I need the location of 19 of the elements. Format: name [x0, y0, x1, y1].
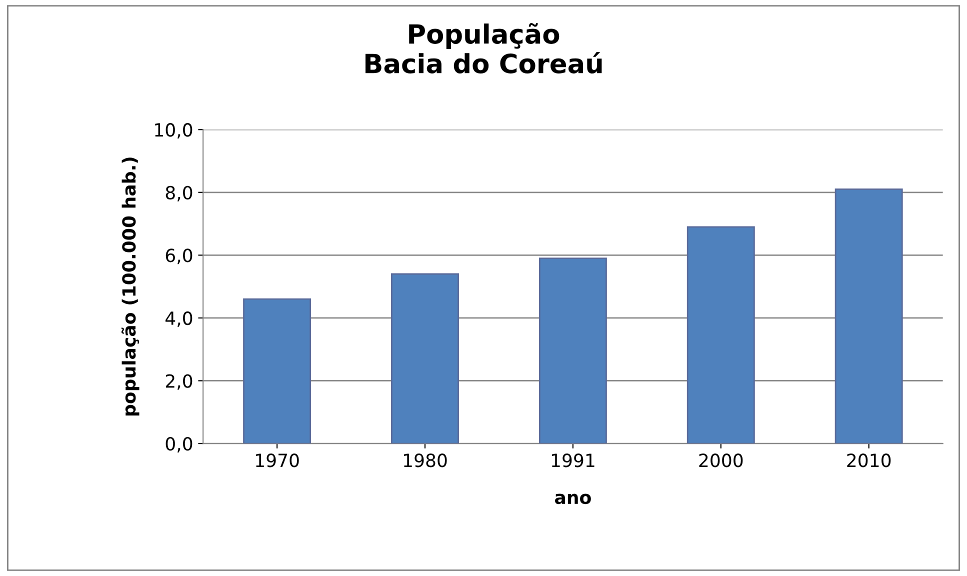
bar	[686, 226, 755, 444]
y-tick-label: 6,0	[166, 248, 192, 264]
bar	[834, 188, 903, 444]
x-tick-label: 1980	[404, 454, 447, 468]
y-tick-label: 2,0	[166, 374, 192, 390]
chart-title: População Bacia do Coreaú	[366, 23, 602, 74]
y-tick-label: 4,0	[166, 311, 192, 327]
bar	[391, 273, 459, 444]
x-tick-label: 2010	[847, 454, 891, 468]
x-axis-title: ano	[555, 494, 591, 504]
y-axis-title: população (100.000 hab.)	[121, 158, 140, 416]
x-tick-label: 1970	[256, 454, 299, 468]
bar	[538, 258, 607, 444]
y-tick-label: 0,0	[166, 436, 192, 452]
x-tick-label: 1991	[552, 454, 594, 468]
y-tick-label: 8,0	[166, 186, 192, 202]
y-tick-label: 10,0	[155, 123, 192, 139]
x-tick-label: 2000	[699, 454, 743, 468]
bar	[243, 298, 312, 444]
